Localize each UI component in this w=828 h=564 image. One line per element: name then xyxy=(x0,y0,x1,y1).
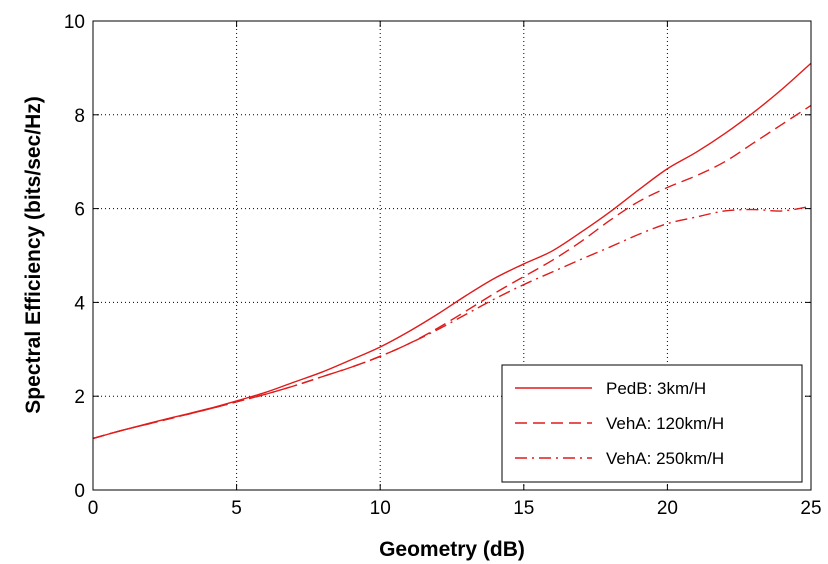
legend-label: PedB: 3km/H xyxy=(606,379,706,398)
legend: PedB: 3km/H VehA: 120km/H VehA: 250km/H xyxy=(501,364,803,483)
y-tick-label: 0 xyxy=(74,481,85,502)
x-axis-title: Geometry (dB) xyxy=(379,538,525,561)
y-axis-title: Spectral Efficiency (bits/sec/Hz) xyxy=(22,96,45,413)
series-layer xyxy=(92,62,812,440)
series-line-2 xyxy=(92,104,812,440)
y-tick-label: 2 xyxy=(74,387,85,408)
legend-label: VehA: 120km/H xyxy=(606,414,724,433)
series-line-3 xyxy=(92,205,812,440)
plot-frame xyxy=(92,20,812,491)
x-tick-label: 15 xyxy=(513,498,534,519)
x-tick-label: 5 xyxy=(231,498,242,519)
legend-label: VehA: 250km/H xyxy=(606,449,724,468)
x-tick-label: 20 xyxy=(657,498,678,519)
x-tick-label: 10 xyxy=(370,498,391,519)
y-tick-label: 6 xyxy=(74,200,85,221)
x-tick-label: 0 xyxy=(88,498,99,519)
x-tick-label: 25 xyxy=(800,498,821,519)
y-tick-label: 10 xyxy=(64,12,85,33)
y-tick-label: 8 xyxy=(74,106,85,127)
ticks: 0 5 10 15 20 25 0 2 4 6 8 10 xyxy=(64,12,822,519)
y-tick-label: 4 xyxy=(74,293,85,314)
